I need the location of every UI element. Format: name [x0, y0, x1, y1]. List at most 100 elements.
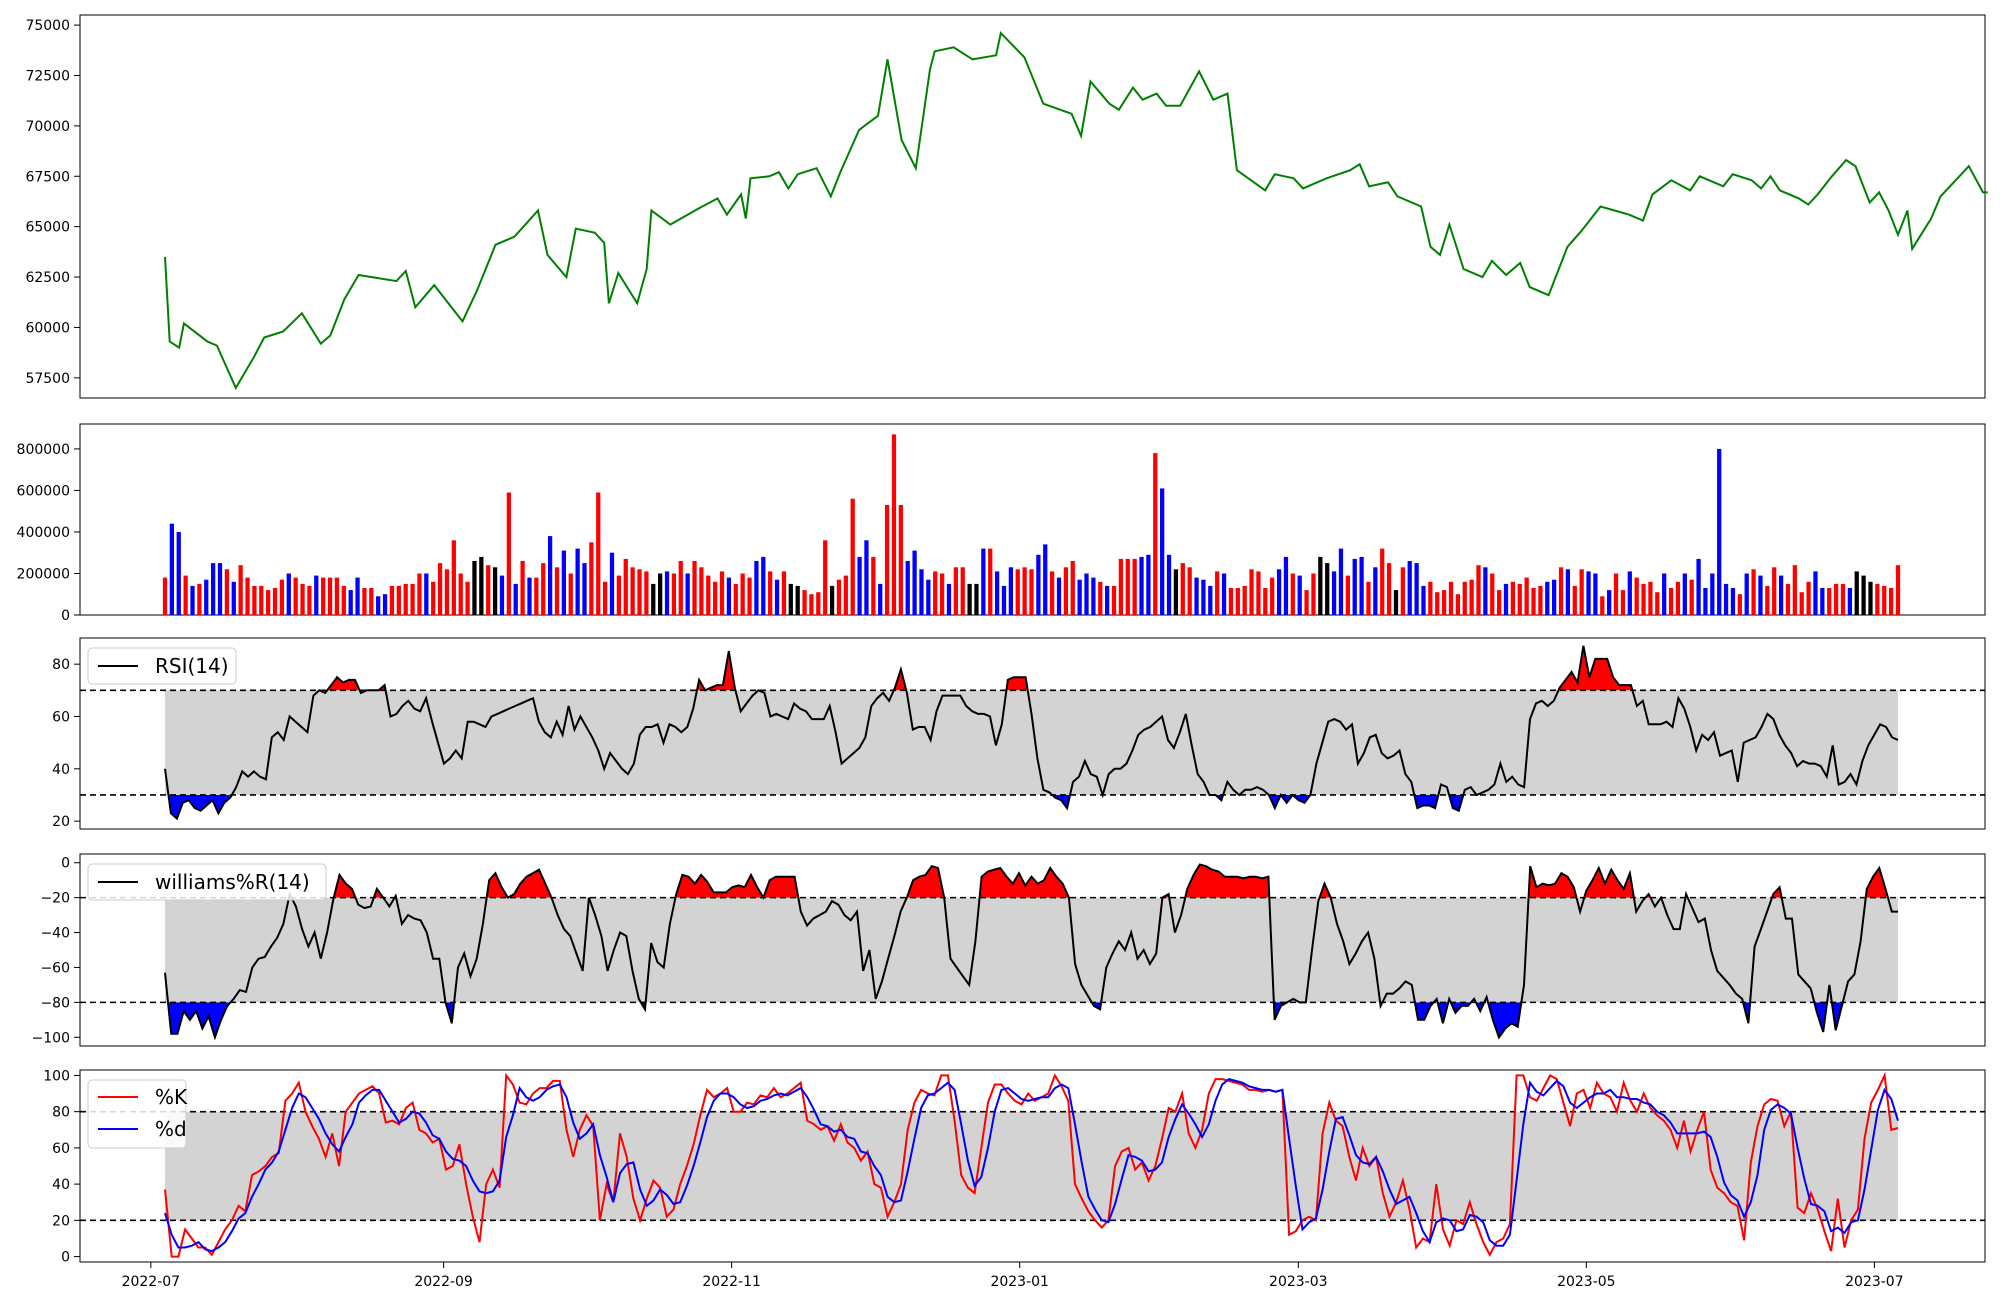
volume-bar [884, 505, 890, 615]
volume-bar [1242, 585, 1247, 615]
volume-bar [1655, 592, 1660, 615]
volume-bar [1421, 585, 1426, 615]
volume-bar [1627, 571, 1632, 615]
volume-bar [472, 561, 477, 615]
williams-legend-box [87, 863, 327, 901]
volume-bar [327, 577, 333, 615]
volume-bar [1572, 585, 1577, 615]
volume-bar [1029, 569, 1034, 615]
volume-bar [692, 561, 697, 615]
volume-bar [389, 585, 395, 615]
volume-bar [1593, 573, 1598, 615]
price-y-tick-label: 65000 [25, 220, 70, 236]
williams-series-line [164, 863, 1898, 1041]
volume-bar [685, 573, 690, 615]
williams-y-axis: −100 −80 −60 −40 −20 0 [32, 856, 80, 1046]
volume-bar [1503, 583, 1509, 615]
rsi-y-axis: 20 40 60 80 [52, 657, 80, 830]
volume-bar [788, 583, 793, 615]
volume-bar [1703, 588, 1708, 615]
volume-bar [664, 571, 670, 615]
volume-bar [1613, 573, 1619, 615]
volume-bar [926, 579, 931, 615]
volume-bar [1490, 573, 1495, 615]
volume-bar [1077, 579, 1082, 615]
volume-bar [644, 571, 649, 615]
volume-bar [768, 571, 773, 615]
volume-bar [1723, 583, 1729, 615]
williams-overbought-fill [1528, 866, 1577, 898]
volume-bar [1717, 448, 1722, 615]
volume-bar [1173, 569, 1179, 615]
volume-bar [1868, 581, 1873, 615]
williams-y-tick-label: 0 [61, 856, 70, 872]
volume-bar [1744, 573, 1749, 615]
volume-bar [994, 571, 1000, 615]
price-axes-frame [79, 14, 1986, 399]
price-panel: 57500 60000 62500 65000 67500 70000 72500 75000 [25, 14, 1988, 399]
volume-y-tick-label: 400000 [17, 525, 70, 541]
volume-bar [1036, 554, 1041, 615]
volume-bar [1331, 571, 1337, 615]
volume-bar [231, 581, 236, 615]
williams-legend: williams%R(14) [87, 863, 327, 901]
volume-bar [678, 561, 683, 615]
volume-bar [1393, 590, 1399, 615]
volume-bar [272, 588, 278, 615]
volume-bar [1483, 567, 1488, 616]
volume-bar [190, 585, 195, 615]
volume-bar [774, 579, 780, 615]
price-y-tick-label: 72500 [25, 68, 70, 84]
rsi-overbought-fill [1006, 677, 1028, 691]
volume-y-axis: 0 200000 400000 600000 800000 [17, 442, 80, 624]
volume-bar [967, 583, 972, 615]
volume-bar [1304, 590, 1309, 615]
volume-bar [850, 498, 855, 615]
volume-bar [1338, 548, 1344, 615]
volume-bar [1682, 573, 1687, 615]
volume-bar [1187, 567, 1192, 616]
williams-legend-label: williams%R(14) [155, 870, 310, 894]
volume-bar [1552, 579, 1557, 615]
williams-y-tick-label: −100 [32, 1030, 70, 1046]
volume-bar [1194, 577, 1199, 615]
x-tick-label: 2023-05 [1557, 1274, 1616, 1290]
volume-bar [259, 585, 264, 615]
volume-bar [1228, 588, 1234, 615]
volume-bar [348, 590, 353, 615]
volume-bar [1827, 588, 1832, 615]
volume-bar [1579, 569, 1584, 615]
volume-bar [1153, 453, 1158, 615]
rsi-y-tick-label: 80 [52, 657, 70, 673]
volume-bar [1448, 581, 1454, 615]
volume-bar [1765, 585, 1770, 615]
volume-y-tick-label: 200000 [17, 566, 70, 582]
volume-bar [1524, 577, 1529, 615]
volume-bar [1620, 590, 1626, 615]
volume-bar [891, 434, 897, 615]
volume-bar [1813, 571, 1818, 615]
volume-bar [1882, 585, 1887, 615]
volume-bar [1806, 581, 1811, 615]
volume-bar [211, 563, 216, 615]
stochastic-k-line [164, 1071, 1899, 1258]
williams-overbought-fill [507, 869, 552, 898]
volume-bar [1359, 556, 1364, 615]
volume-bar [162, 577, 168, 615]
williams-y-tick-label: −80 [40, 995, 70, 1011]
stochastic-legend-d-label: %d [155, 1117, 187, 1141]
volume-bar [816, 592, 821, 615]
volume-bar [1160, 488, 1165, 615]
stochastic-y-tick-label: 20 [52, 1213, 70, 1229]
volume-bar [823, 540, 828, 615]
volume-bar [1325, 563, 1330, 615]
volume-bar [492, 567, 498, 616]
volume-bar [1139, 556, 1144, 615]
volume-bar [204, 579, 209, 615]
volume-bar [403, 583, 408, 615]
price-y-tick-label: 70000 [25, 119, 70, 135]
volume-bar [1166, 554, 1172, 615]
volume-bar [1373, 567, 1378, 616]
volume-bar [1201, 579, 1206, 615]
volume-bar [568, 573, 573, 615]
